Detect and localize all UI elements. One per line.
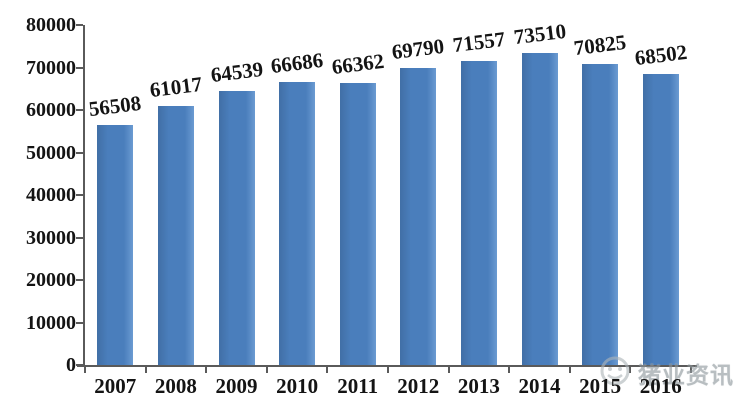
x-tick-label: 2009 [215,374,258,398]
bar-2007 [97,125,133,365]
x-axis-tick [387,367,389,373]
y-tick-label: 0 [66,354,76,376]
y-axis-line [83,25,85,367]
bar-value-label: 68502 [633,39,689,71]
y-axis-tick [76,236,83,239]
bar-value-label: 56508 [87,90,143,122]
x-axis-tick [84,367,86,373]
y-tick-label: 30000 [26,226,76,249]
x-tick-label: 2016 [639,374,682,398]
y-tick-label: 70000 [26,56,76,79]
bar-value-label: 73510 [511,18,567,50]
x-axis-tick [508,367,511,373]
y-axis-tick [76,151,83,154]
y-tick-label: 20000 [26,269,76,291]
bar-value-label: 66362 [330,48,386,80]
y-tick-label: 10000 [26,311,76,334]
bar-value-label: 69790 [390,33,446,65]
bar-value-label: 70825 [572,29,628,61]
bar-2014 [522,53,558,365]
bar-2012 [400,68,436,365]
x-tick-label: 2012 [397,374,440,398]
x-axis-tick [326,367,329,373]
x-axis-tick [144,367,147,373]
x-tick-label: 2010 [276,374,319,398]
bar-2016 [643,74,679,365]
x-axis-tick [568,367,571,373]
bar-2015 [582,64,618,365]
x-tick-label: 2014 [518,374,561,398]
y-axis-tick [76,364,83,366]
bar-value-label: 64539 [208,56,264,88]
y-axis-tick [76,66,83,69]
x-axis-tick [629,367,632,373]
bar-value-label: 71557 [451,26,507,58]
x-axis-tick [690,367,692,373]
y-axis-tick [76,24,83,26]
y-tick-label: 80000 [26,14,76,36]
y-tick-label: 60000 [26,99,76,121]
x-tick-label: 2011 [337,374,379,398]
x-axis-tick [447,367,450,373]
bar-value-label: 66686 [269,47,325,79]
x-axis-tick [205,367,208,373]
y-axis-tick [76,109,83,111]
bar-2008 [158,106,194,365]
x-axis-tick [265,367,268,373]
y-axis-tick [76,321,83,324]
y-tick-label: 40000 [26,184,76,206]
bar-value-label: 61017 [148,71,204,103]
y-axis-labels: 0 10000 20000 30000 40000 50000 60000 70000 8000… [0,14,76,376]
x-tick-label: 2007 [94,374,137,398]
bar-2011 [340,83,376,365]
y-axis-tick [76,194,83,196]
bar-2013 [461,61,497,365]
x-axis-line [77,365,697,367]
x-tick-label: 2008 [154,374,197,398]
x-tick-label: 2013 [457,374,500,398]
y-tick-label: 50000 [26,141,76,164]
bar-2009 [219,91,255,365]
x-tick-label: 2015 [579,374,622,398]
plot-area: 56508 61017 64539 66686 66362 69790 71557 73510… [76,19,697,373]
bar-2010 [279,82,315,365]
y-axis-tick [76,279,83,281]
